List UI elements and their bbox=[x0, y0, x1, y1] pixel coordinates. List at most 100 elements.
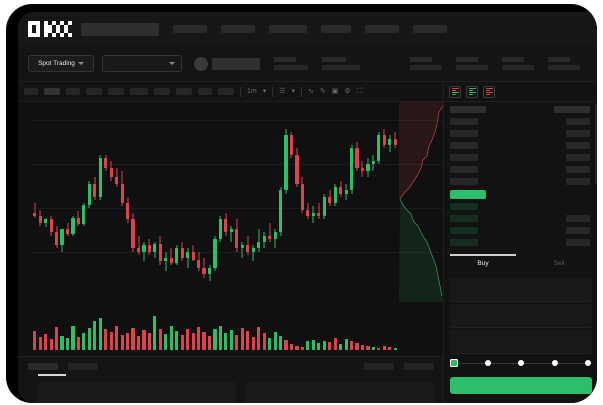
candle bbox=[169, 102, 173, 302]
candle-body bbox=[175, 248, 179, 263]
orderbook-bid-row[interactable] bbox=[450, 227, 478, 234]
timeframe-3[interactable] bbox=[66, 88, 80, 95]
timeframe-1[interactable] bbox=[24, 88, 38, 95]
candle bbox=[109, 102, 113, 302]
volume-bar bbox=[349, 341, 354, 350]
okx-logo-icon[interactable] bbox=[28, 21, 72, 37]
volume-bar bbox=[197, 327, 201, 350]
orderbook-bid-row[interactable] bbox=[450, 203, 478, 210]
bottom-action-1[interactable] bbox=[364, 362, 394, 370]
order-price-field[interactable] bbox=[450, 278, 592, 302]
candle-body bbox=[273, 232, 277, 239]
candle-body bbox=[344, 190, 348, 194]
charttype-dropdown[interactable]: ☰ bbox=[279, 88, 286, 95]
stat-24h-low-value bbox=[456, 65, 488, 70]
volume-bar bbox=[131, 327, 135, 350]
candle bbox=[87, 102, 91, 302]
candlestick-chart[interactable] bbox=[18, 102, 443, 302]
volume-bar bbox=[240, 327, 244, 350]
volume-bar bbox=[213, 329, 217, 350]
orderbook-mode-line bbox=[485, 90, 490, 91]
bottom-action-2[interactable] bbox=[404, 362, 434, 370]
orderbook-mode-both[interactable] bbox=[449, 85, 461, 98]
volume-bar bbox=[333, 338, 337, 350]
chart-settings-icon[interactable]: ⚙ bbox=[344, 88, 351, 95]
interval-dropdown[interactable]: 1m bbox=[247, 88, 257, 95]
timeframe-5[interactable] bbox=[108, 88, 124, 95]
timeframe-7[interactable] bbox=[154, 88, 170, 95]
nav-link-6[interactable] bbox=[413, 25, 447, 33]
interval-chevron-icon[interactable]: ▾ bbox=[262, 88, 267, 95]
slider-handle[interactable] bbox=[450, 359, 458, 367]
slider-stop-75[interactable] bbox=[551, 360, 558, 366]
timeframe-4[interactable] bbox=[86, 88, 102, 95]
orderbook-ask-row[interactable] bbox=[450, 166, 478, 173]
nav-link-5[interactable] bbox=[365, 25, 399, 33]
bottom-tab-order-history[interactable] bbox=[68, 362, 98, 370]
timeframe-10[interactable] bbox=[218, 88, 234, 95]
orderbook-scrollbar[interactable] bbox=[595, 104, 597, 184]
candle-body bbox=[60, 229, 64, 246]
orderbook-ask-row[interactable] bbox=[450, 118, 478, 125]
timeframe-9[interactable] bbox=[198, 88, 212, 95]
chevron-down-icon bbox=[77, 62, 84, 65]
charttype-chevron-icon[interactable]: ▾ bbox=[291, 88, 296, 95]
orderbook-mode-bids[interactable] bbox=[466, 85, 478, 98]
stat-24h-change-value bbox=[322, 65, 360, 70]
nav-link-3[interactable] bbox=[269, 25, 307, 33]
volume-bar bbox=[191, 333, 195, 350]
order-amount-field[interactable] bbox=[450, 304, 592, 328]
orderbook-mode-asks[interactable] bbox=[483, 85, 495, 98]
timeframe-6[interactable] bbox=[130, 88, 148, 95]
pair-search-dropdown[interactable] bbox=[102, 55, 182, 72]
orderbook-bid-row[interactable] bbox=[450, 239, 478, 246]
volume-bar bbox=[142, 330, 146, 350]
chart-gridline bbox=[32, 208, 443, 209]
stat-24h-volume bbox=[502, 57, 534, 70]
candle-body bbox=[71, 217, 75, 234]
candle-body bbox=[213, 238, 217, 268]
snapshot-camera-icon[interactable]: ▣ bbox=[331, 88, 339, 95]
candle bbox=[246, 102, 250, 302]
orderbook-ask-row[interactable] bbox=[450, 142, 478, 149]
slider-stop-50[interactable] bbox=[518, 360, 524, 366]
orderbook-ask-row[interactable] bbox=[450, 154, 478, 161]
orderbook-bid-row[interactable] bbox=[450, 215, 478, 222]
timeframe-8[interactable] bbox=[176, 88, 192, 95]
volume-bar bbox=[246, 331, 250, 350]
candle-body bbox=[169, 258, 173, 263]
order-total-field[interactable] bbox=[450, 330, 592, 354]
candle-wick bbox=[318, 203, 320, 220]
amount-percent-slider[interactable] bbox=[450, 358, 592, 368]
search-input[interactable] bbox=[81, 22, 159, 36]
tab-sell[interactable]: Sell bbox=[553, 260, 565, 267]
volume-bar bbox=[60, 335, 64, 350]
nav-link-1[interactable] bbox=[173, 25, 207, 33]
nav-link-4[interactable] bbox=[321, 25, 351, 33]
nav-link-2[interactable] bbox=[221, 25, 255, 33]
orderbook-ask-row[interactable] bbox=[450, 178, 478, 185]
order-book[interactable] bbox=[444, 102, 597, 252]
orderbook-ask-row[interactable] bbox=[450, 130, 478, 137]
candle-wick bbox=[143, 242, 145, 262]
candle bbox=[322, 102, 326, 302]
candle-body bbox=[360, 167, 365, 171]
volume-bar bbox=[93, 320, 97, 350]
drawing-pencil-icon[interactable]: ✎ bbox=[319, 88, 326, 95]
slider-stop-25[interactable] bbox=[484, 360, 491, 366]
fullscreen-icon[interactable]: ⛶ bbox=[356, 88, 362, 95]
slider-stop-100[interactable] bbox=[585, 360, 591, 366]
candle-body bbox=[54, 232, 59, 246]
timeframe-2[interactable] bbox=[44, 88, 60, 95]
buy-submit-button[interactable] bbox=[450, 377, 592, 394]
bottom-tab-open-orders[interactable] bbox=[28, 362, 58, 370]
candle-body bbox=[355, 148, 359, 168]
indicator-icon[interactable]: ∿ bbox=[308, 88, 314, 95]
candle-body bbox=[186, 251, 190, 259]
candle bbox=[235, 102, 239, 302]
trading-mode-dropdown[interactable]: Spot Trading bbox=[28, 55, 94, 72]
stat-24h-high-value bbox=[410, 65, 442, 70]
orderbook-view-mode-group bbox=[444, 82, 597, 102]
depth-bid-line bbox=[399, 198, 443, 297]
tab-buy[interactable]: Buy bbox=[477, 260, 489, 267]
